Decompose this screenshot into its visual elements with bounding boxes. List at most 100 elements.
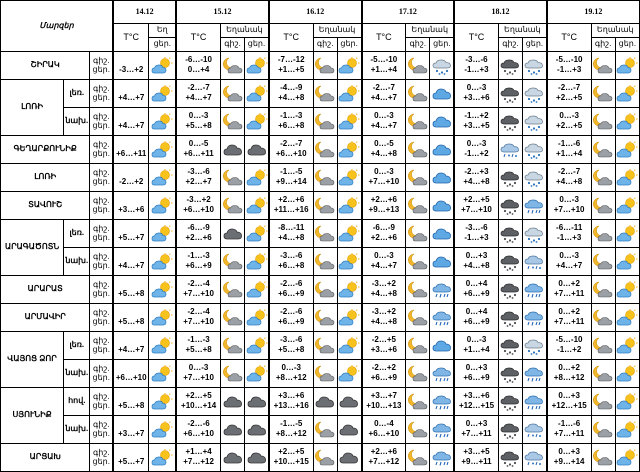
region-row: նախ. գիշ. ցեր. +4…+7 0…-3 +5…+8 -1…-3 +6…+8 0…-3… [1, 107, 640, 136]
night-temperature: 0…-3 [559, 250, 579, 260]
weather-icon-cell [312, 359, 338, 388]
night-temperature: 0…-3 [374, 166, 394, 176]
day-header: ցեր. [244, 37, 270, 52]
night-temperature: 0…+2 [558, 306, 580, 316]
night-temperature [115, 420, 148, 430]
night-temperature: 0…-3 [188, 110, 209, 120]
night-temperature: -6…-10 [185, 54, 212, 64]
temperature-cell: -2…-7 +4…+7 [360, 79, 407, 108]
weather-icon-cell [429, 163, 455, 192]
dark-cloud-icon [221, 449, 243, 467]
weather-icon-cell [244, 359, 270, 388]
dark-snow-cloud-icon [499, 169, 521, 187]
sun-cloud-icon [150, 140, 175, 159]
weather-icon-cell [312, 135, 338, 164]
temperature-cell: 0…+3 +12…+15 [545, 387, 592, 416]
day-temperature: -1…+3 [464, 64, 489, 74]
weather-icon-cell [497, 415, 524, 444]
time-of-day-labels: գիշ. ցեր. [89, 219, 114, 248]
dark-snow-cloud-icon [499, 393, 521, 411]
temp-header: T°C [545, 23, 592, 52]
region-row: ԼՈՌԻ գիշ. ցեր. -2…+2 -3…-6 +2…+7 -1…-5 +9…+14 0…… [0, 163, 640, 192]
night-temperature: +3…+6 [278, 390, 305, 400]
region-row: ԱՐՑԱԽ գիշ. ցեր. +5…+7 +1…+4 +7…+12 +2…+5 +10…+1… [0, 443, 640, 472]
night-header: գիշ. [405, 37, 431, 52]
day-label: ցեր. [92, 400, 110, 410]
weather-icon-cell [614, 247, 640, 276]
temperature-cell: -3…-6 -1…+3 [453, 51, 499, 80]
day-temperature: +7…+10 [183, 288, 214, 298]
weather-icon-cell [590, 443, 616, 472]
dark-snow-cloud-icon [499, 113, 521, 131]
day-temperature: +1…+4 [463, 344, 490, 354]
day-temperature: +3…+7 [118, 428, 145, 438]
weather-icon-cell [219, 387, 246, 416]
sub-region-label: նախ. [63, 359, 91, 388]
weather-icon-cell [590, 359, 616, 388]
day-temperature: +3…+6 [463, 92, 490, 102]
dark-cloud-icon [221, 421, 243, 439]
rain-cloud-icon [524, 309, 546, 327]
night-temperature: 0…+3 [465, 418, 488, 428]
weather-icon-cell [405, 443, 431, 472]
weather-icon-cell [219, 163, 246, 192]
day-label: ցեր. [92, 260, 110, 270]
night-temperature: 0…+3 [465, 362, 488, 372]
sun-cloud-icon [338, 280, 360, 299]
night-temperature: 0…+2 [558, 362, 580, 372]
day-temperature: +2…+7 [185, 176, 212, 186]
weather-icon-cell [522, 191, 548, 220]
weather-icon-cell [497, 387, 524, 416]
night-temperature [115, 308, 148, 318]
weather-icon-cell [429, 303, 455, 332]
night-temperature: +2…+5 [463, 194, 490, 204]
temperature-cell: +5…+7 [112, 219, 150, 248]
night-temperature [115, 56, 148, 66]
night-temperature [115, 112, 148, 122]
day-temperature: +6…+10 [183, 204, 214, 214]
cloud-icon [431, 85, 453, 103]
moon-cloud-icon [314, 365, 336, 383]
weather-header: Եղանակ [497, 23, 548, 38]
day-label: ցեր. [92, 372, 110, 382]
dark-cloud-icon [338, 393, 360, 411]
day-temperature: +10…+14 [181, 400, 217, 410]
day-temperature: +6…+10 [115, 372, 147, 382]
weather-icon-cell [590, 51, 616, 80]
weather-icon-cell [148, 359, 177, 388]
temperature-cell: -7…-12 +1…+5 [267, 51, 314, 80]
night-temperature [115, 280, 148, 290]
night-label: գիշ. [92, 308, 110, 318]
night-temperature: +3…+6 [463, 390, 490, 400]
night-temperature: -4…-9 [280, 82, 303, 92]
temperature-cell: -1…-6 +1…+4 [545, 135, 592, 164]
dark-cloud-icon [314, 393, 336, 411]
rain-cloud-icon [431, 309, 453, 327]
night-temperature: 0…-3 [466, 82, 487, 92]
weather-icon-cell [336, 247, 363, 276]
cloud-icon [431, 197, 453, 215]
moon-cloud-icon [314, 421, 336, 439]
temperature-cell: -1…-5 +8…+12 [267, 415, 314, 444]
day-temperature: +10…+15 [273, 456, 309, 466]
weather-icon-cell [522, 415, 548, 444]
sun-cloud-icon [616, 336, 638, 355]
night-label: գիշ. [92, 112, 110, 122]
weather-icon-cell [244, 303, 270, 332]
cloud-icon [431, 337, 453, 355]
night-temperature: -3…-6 [465, 222, 488, 232]
temperature-cell: 0…-5 +6…+11 [175, 135, 221, 164]
weather-icon-cell [312, 107, 338, 136]
moon-cloud-icon [314, 197, 336, 215]
temperature-cell: -2…-7 +4…+8 [545, 163, 592, 192]
temp-header: T°C [360, 23, 407, 52]
night-label: գիշ. [92, 448, 110, 458]
moon-cloud-icon [407, 309, 429, 327]
temperature-cell: 0…-3 +7…+10 [175, 359, 221, 388]
temperature-cell: -2…-6 +6…+10 [175, 415, 221, 444]
temperature-cell: -8…-11 +4…+8 [267, 219, 314, 248]
day-temperature: +8…+12 [275, 372, 307, 382]
night-temperature: -8…-11 [278, 222, 305, 232]
night-temperature: +2…+6 [370, 194, 397, 204]
